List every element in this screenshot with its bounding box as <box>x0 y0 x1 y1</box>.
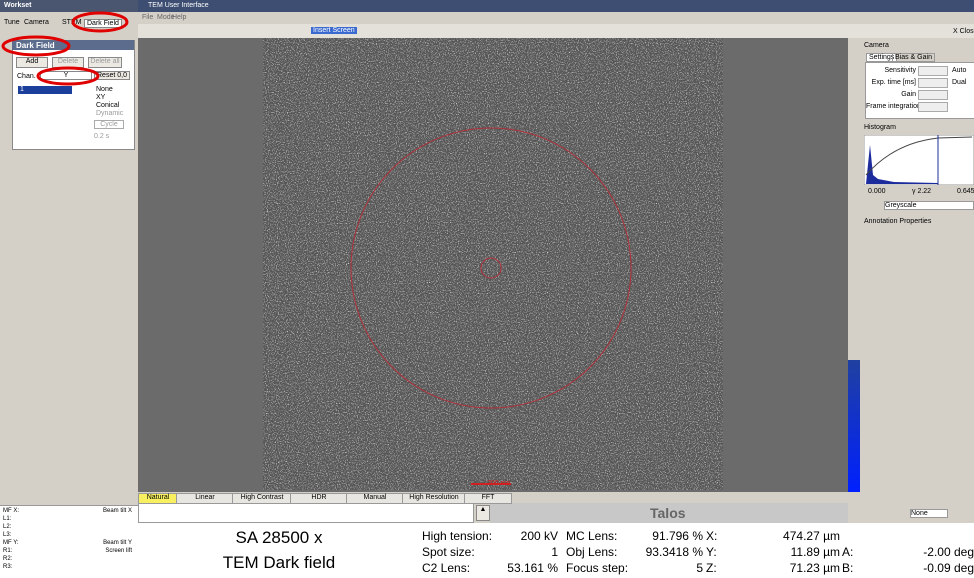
beam-label: L3: <box>3 532 11 538</box>
close-button[interactable]: X Close <box>953 28 974 35</box>
status-value: 91.796 % <box>583 529 703 543</box>
histogram <box>864 135 974 185</box>
field-label: Sensitivity <box>866 67 916 74</box>
button[interactable]: Delete <box>52 57 84 68</box>
display-tab[interactable]: Manual <box>346 493 404 504</box>
status-value: 474.27 µm <box>720 529 840 543</box>
status-label: B: <box>842 561 853 575</box>
status-value: 1 <box>438 545 558 559</box>
status-value: 71.23 µm <box>720 561 840 575</box>
histogram-frame <box>864 135 974 185</box>
status-label: Z: <box>706 561 717 575</box>
field-input[interactable] <box>918 90 948 100</box>
section-title: Histogram <box>864 124 896 131</box>
status-label: A: <box>842 545 853 559</box>
hist-min: 0.000 <box>868 188 886 195</box>
status-label: Y: <box>706 545 717 559</box>
display-tab[interactable]: Linear <box>176 493 234 504</box>
palette[interactable]: Greyscale <box>884 201 974 210</box>
beam-label: R2: <box>3 556 12 562</box>
status-value: -2.00 deg <box>854 545 974 559</box>
mode: TEM Dark field <box>138 553 420 573</box>
intensity-bar <box>848 360 860 492</box>
menu-item[interactable]: Help <box>172 14 186 21</box>
toolbar <box>138 24 974 38</box>
tab[interactable]: Camera <box>24 19 49 26</box>
microscope: Talos <box>650 505 686 521</box>
beam-value: Beam tilt Y <box>60 540 132 546</box>
magnification: SA 28500 x <box>138 528 420 548</box>
display-tab[interactable]: FFT <box>464 493 512 504</box>
screen: ▲ WorksetTEM User InterfaceFileModeHelpI… <box>0 0 974 578</box>
beam-label: R3: <box>3 564 12 570</box>
field-label: Frame integration <box>866 103 916 110</box>
panel-title: Dark Field <box>16 41 55 50</box>
gamma: γ 2.22 <box>912 188 931 195</box>
status-value: 11.89 µm <box>720 545 840 559</box>
beam-label: L2: <box>3 524 11 530</box>
tab[interactable]: Bias & Gain <box>892 53 935 62</box>
overlay[interactable]: None <box>910 509 948 518</box>
checkbox[interactable]: Dual <box>952 79 966 86</box>
window-title: TEM User Interface <box>148 2 209 9</box>
list-item[interactable]: 1 <box>20 86 24 93</box>
radio[interactable]: None <box>96 86 113 93</box>
dropdown-button[interactable]: ▲ <box>476 505 490 521</box>
button[interactable]: Reset 0,0 <box>94 71 130 80</box>
status-value: 53.161 % <box>438 561 558 575</box>
title-bar <box>138 0 974 12</box>
display-tab[interactable]: Natural <box>138 493 178 504</box>
display-tab[interactable]: High Contrast <box>232 493 292 504</box>
status-label: X: <box>706 529 717 543</box>
field-input[interactable] <box>918 66 948 76</box>
field-input[interactable] <box>918 102 948 112</box>
dropdown[interactable]: Y <box>40 71 92 80</box>
hist-max: 0.645 <box>957 188 974 195</box>
panel-header: Workset <box>4 2 32 9</box>
tem-image <box>263 38 723 490</box>
input-box[interactable] <box>138 503 474 523</box>
field-label: Gain <box>866 91 916 98</box>
label: Chan. <box>17 73 36 80</box>
radio[interactable]: Conical <box>96 102 119 109</box>
beam-value: Beam tilt X <box>60 508 132 514</box>
panel-title: Camera <box>864 42 889 49</box>
menu-item[interactable]: File <box>142 14 153 21</box>
radio[interactable]: XY <box>96 94 105 101</box>
beam-value: Screen lift <box>60 548 132 554</box>
status-value: 93.3418 % <box>583 545 703 559</box>
tab[interactable]: Dark Field <box>84 19 122 28</box>
beam-label: MF X: <box>3 508 19 514</box>
beam-label: R1: <box>3 548 12 554</box>
button[interactable]: Add <box>16 57 48 68</box>
scale-label: 200 nm <box>487 480 510 487</box>
display-tab[interactable]: HDR <box>290 493 348 504</box>
section-title: Annotation Properties <box>864 218 931 225</box>
list-selection <box>18 86 72 94</box>
tab[interactable]: Tune <box>4 19 20 26</box>
field-label: Exp. time [ms] <box>866 79 916 86</box>
checkbox[interactable]: Dynamic <box>96 110 123 117</box>
status-value: 5 <box>583 561 703 575</box>
image-texture <box>263 38 723 490</box>
button[interactable]: Cycle <box>94 120 124 129</box>
checkbox[interactable]: Auto <box>952 67 966 74</box>
beam-label: L1: <box>3 516 11 522</box>
beam-label: MF Y: <box>3 540 19 546</box>
field-input[interactable] <box>918 78 948 88</box>
button[interactable]: Delete all <box>88 57 122 68</box>
display-tab[interactable]: High Resolution <box>402 493 466 504</box>
status-value: 200 kV <box>438 529 558 543</box>
interval: 0.2 s <box>94 133 109 140</box>
toolbar-button[interactable]: Insert Screen <box>311 27 357 34</box>
status-value: -0.09 deg <box>854 561 974 575</box>
tab[interactable]: STEM <box>62 19 81 26</box>
